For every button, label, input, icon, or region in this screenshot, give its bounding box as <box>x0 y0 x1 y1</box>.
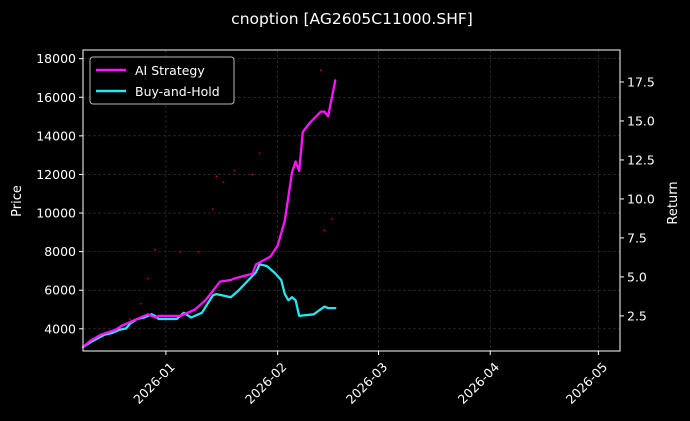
y2-tick-label: 10.0 <box>627 191 655 206</box>
series-line-buy-and-hold <box>81 263 337 349</box>
price-dot <box>258 152 261 155</box>
price-dot <box>128 318 131 321</box>
grid <box>83 50 620 351</box>
legend-label-ai-strategy: AI Strategy <box>135 63 205 78</box>
y-tick-label: 10000 <box>36 206 76 221</box>
plot-frame <box>82 49 621 352</box>
y-tick-label: 12000 <box>36 167 76 182</box>
legend: AI Strategy Buy-and-Hold <box>89 56 235 105</box>
chart-title: cnoption [AG2605C11000.SHF] <box>231 10 473 28</box>
price-dot <box>154 248 156 251</box>
y2-axis-title: Return <box>666 181 681 224</box>
price-dots <box>128 69 333 321</box>
price-dot <box>146 277 149 280</box>
price-dot <box>251 173 254 176</box>
y2-tick-label: 5.0 <box>627 269 647 284</box>
y2-tick-label: 12.5 <box>627 152 655 167</box>
y-tick-label: 8000 <box>44 244 76 259</box>
price-dot <box>319 69 322 72</box>
y2-tick-label: 15.0 <box>627 113 655 128</box>
y-axis-title: Price <box>10 185 25 217</box>
y2-tick-label: 17.5 <box>627 74 655 89</box>
y-tick-label: 6000 <box>44 283 76 298</box>
price-dot <box>211 208 214 211</box>
price-dot <box>323 229 326 232</box>
y2-tick-label: 7.5 <box>627 230 647 245</box>
price-dot <box>179 250 182 253</box>
y-tick-label: 18000 <box>36 51 76 66</box>
series-lines <box>81 79 337 349</box>
price-dot <box>197 250 200 253</box>
y2-tick-label: 2.5 <box>627 308 647 323</box>
price-dot <box>233 169 236 172</box>
price-dot <box>215 175 218 178</box>
legend-label-buy-and-hold: Buy-and-Hold <box>135 84 220 99</box>
series-line-ai-strategy <box>81 79 337 349</box>
y-axis-right: 2.5 5.0 7.5 10.0 12.5 15.0 17.5 <box>620 74 655 323</box>
price-dot <box>139 302 142 305</box>
y-axis-left: 4000 6000 8000 10000 12000 14000 16000 18000 <box>36 51 83 336</box>
y-tick-label: 4000 <box>44 321 76 336</box>
y-tick-label: 16000 <box>36 90 76 105</box>
y-tick-label: 14000 <box>36 128 76 143</box>
price-dot <box>222 181 225 184</box>
price-dot <box>330 217 333 220</box>
